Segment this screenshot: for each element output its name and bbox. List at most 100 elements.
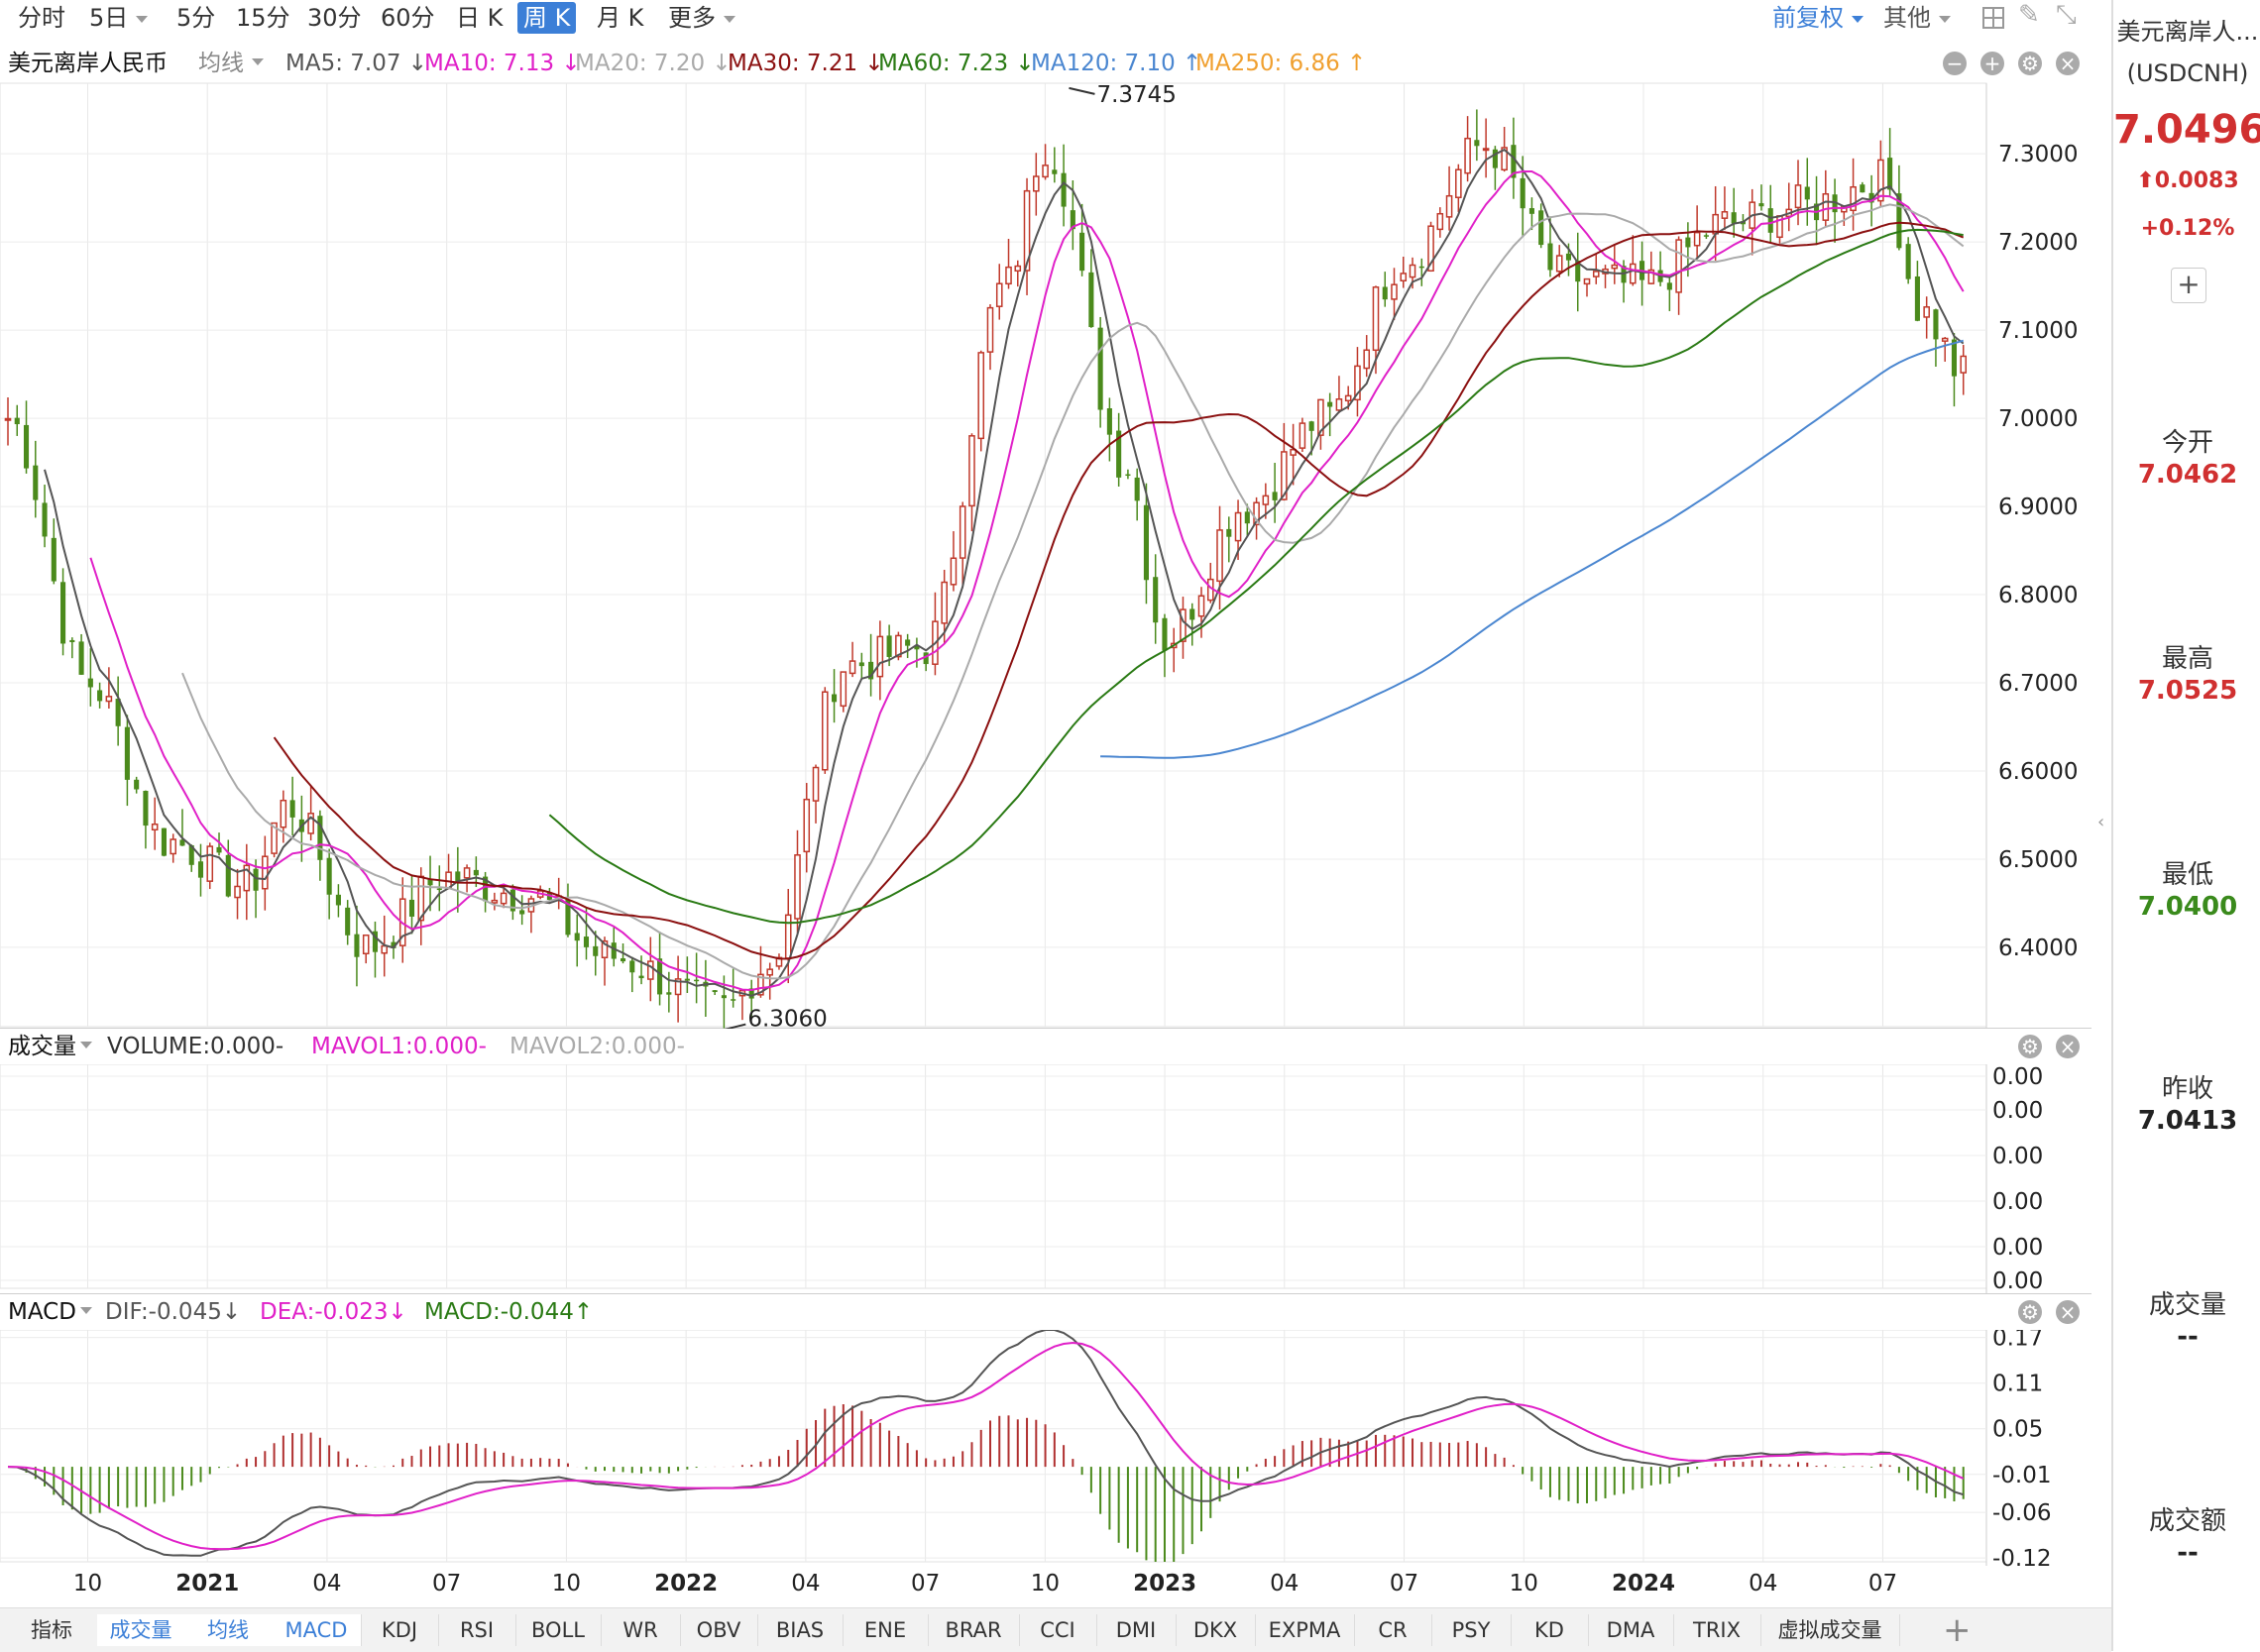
timeframe-1[interactable]: 5日 <box>83 2 154 34</box>
chevron-down-icon <box>724 15 735 23</box>
timeframe-4[interactable]: 30分 <box>307 4 362 32</box>
candle <box>914 637 920 668</box>
gear-icon[interactable]: ⚙ <box>2018 1300 2042 1324</box>
chevron-down-icon <box>1939 15 1951 23</box>
gear-icon[interactable]: ⚙ <box>2018 1035 2042 1058</box>
timeframe-6[interactable]: 日 K <box>456 4 504 32</box>
candle <box>748 979 754 1020</box>
adjust-dropdown[interactable]: 前复权 <box>1772 2 1864 34</box>
chevron-down-icon <box>136 15 149 23</box>
indicator-tab[interactable]: TRIX <box>1673 1614 1761 1646</box>
timeframe-8[interactable]: 月 K <box>597 4 644 32</box>
indicator-tab[interactable]: DMI <box>1096 1614 1177 1646</box>
candle <box>1575 232 1581 312</box>
indicator-legend-item: DEA:-0.023↓ <box>260 1299 407 1325</box>
stock-chart[interactable]: 7.3000 7.2000 7.1000 7.0000 6.9000 6.8000 6.70… <box>0 0 2111 1607</box>
collapse-sidebar-handle[interactable]: ‹ <box>2097 812 2105 832</box>
candle <box>1675 236 1682 315</box>
indicator-tab[interactable]: WR <box>601 1614 681 1646</box>
indicator-tab[interactable]: PSY <box>1431 1614 1512 1646</box>
minimize-icon[interactable]: − <box>1943 52 1967 75</box>
indicator-tab[interactable]: KDJ <box>361 1614 439 1646</box>
ma-type-dropdown[interactable]: 均线 <box>198 46 264 81</box>
last-price: 7.0496 <box>2113 107 2260 153</box>
indicator-tab[interactable]: 均线 <box>184 1614 273 1646</box>
candle <box>417 867 425 945</box>
volume-pane-header: 成交量 VOLUME:0.000- MAVOL1:0.000- MAVOL2:0.00… <box>0 1029 2091 1064</box>
candle <box>326 848 332 920</box>
open-label: 今开 <box>2161 428 2213 458</box>
pane-title-dropdown[interactable]: MACD <box>8 1294 92 1330</box>
indicator-tab[interactable]: CCI <box>1019 1614 1097 1646</box>
candle <box>629 956 635 993</box>
candle <box>1832 178 1838 243</box>
candle <box>1914 261 1920 322</box>
volume-tick-label: 0.00 <box>1992 1235 2043 1261</box>
pane-title: 成交量 <box>8 1034 76 1059</box>
add-icon[interactable]: + <box>1980 52 2004 75</box>
candle <box>593 931 599 976</box>
timeframe-0[interactable]: 分时 <box>18 4 65 32</box>
candle <box>848 641 856 678</box>
close-icon[interactable]: × <box>2056 52 2080 75</box>
ma-legend-item: MA10: 7.13 ↓ <box>424 51 581 76</box>
candle <box>1474 109 1480 162</box>
indicator-tab[interactable]: BIAS <box>757 1614 844 1646</box>
ma-legend-item: MA30: 7.21 ↓ <box>728 51 884 76</box>
indicator-tab[interactable]: BOLL <box>515 1614 602 1646</box>
candle <box>821 687 829 774</box>
candle <box>1162 613 1168 678</box>
gear-icon[interactable]: ⚙ <box>2018 52 2042 75</box>
add-watchlist-button[interactable]: + <box>2171 268 2206 303</box>
time-tick-label: 10 <box>73 1571 102 1597</box>
candle <box>731 968 736 1008</box>
candle <box>794 829 801 934</box>
indicator-tab[interactable]: BRAR <box>928 1614 1020 1646</box>
candle <box>1042 144 1049 180</box>
timeframe-9[interactable]: 更多 <box>662 2 741 34</box>
candle <box>1923 296 1930 339</box>
indicator-tab[interactable]: OBV <box>680 1614 758 1646</box>
close-icon[interactable]: × <box>2056 1300 2080 1324</box>
chevron-down-icon <box>79 1307 92 1314</box>
candle <box>97 682 103 709</box>
indicator-tab[interactable]: 指标 <box>6 1614 98 1646</box>
timeframe-5[interactable]: 60分 <box>381 4 435 32</box>
indicator-tab[interactable]: EXPMA <box>1255 1614 1355 1646</box>
indicator-tab[interactable]: DKX <box>1176 1614 1256 1646</box>
price-tick-label: 6.5000 <box>1998 847 2078 873</box>
indicator-tab[interactable]: RSI <box>438 1614 516 1646</box>
chevron-down-icon <box>252 58 264 65</box>
fullscreen-icon[interactable]: ⤡ <box>2056 0 2077 30</box>
time-tick-label: 2022 <box>654 1571 718 1597</box>
indicator-tab[interactable]: MACD <box>272 1614 362 1646</box>
candle <box>87 648 93 707</box>
ma-legend-bar: 美元离岸人民币 均线 MA5: 7.07 ↓ MA10: 7.13 ↓ MA20: 7.… <box>0 46 2091 81</box>
grid-icon[interactable] <box>1982 7 2004 29</box>
indicator-tab[interactable]: 虚拟成交量 <box>1760 1614 1900 1646</box>
candle <box>803 783 811 873</box>
close-icon[interactable]: × <box>2056 1035 2080 1058</box>
ma-legend-item: MA5: 7.07 ↓ <box>285 51 428 76</box>
pane-title-dropdown[interactable]: 成交量 <box>8 1029 92 1064</box>
price-axis: 7.3000 7.2000 7.1000 7.0000 6.9000 6.8000 6.70… <box>1998 142 2078 961</box>
dea-line <box>7 1341 1965 1551</box>
macd-tick-label: 0.11 <box>1992 1372 2043 1397</box>
candle <box>197 843 204 897</box>
timeframe-3[interactable]: 15分 <box>236 4 290 32</box>
other-dropdown[interactable]: 其他 <box>1883 2 1951 34</box>
ma-legend-item: MA60: 7.23 ↓ <box>878 51 1035 76</box>
candle <box>611 926 617 967</box>
indicator-tab[interactable]: ENE <box>843 1614 929 1646</box>
timeframe-2[interactable]: 5分 <box>176 4 216 32</box>
pencil-icon[interactable]: ✎ <box>2018 0 2040 30</box>
indicator-tab[interactable]: CR <box>1354 1614 1432 1646</box>
macd-tick-label: -0.06 <box>1992 1500 2052 1526</box>
indicator-tab[interactable]: 成交量 <box>97 1614 185 1646</box>
candle <box>1143 483 1149 605</box>
timeframe-7[interactable]: 周 K <box>517 2 577 34</box>
indicator-tab[interactable]: KD <box>1511 1614 1589 1646</box>
add-indicator-button[interactable]: + <box>1943 1610 1972 1650</box>
candle <box>500 888 508 909</box>
indicator-tab[interactable]: DMA <box>1588 1614 1674 1646</box>
